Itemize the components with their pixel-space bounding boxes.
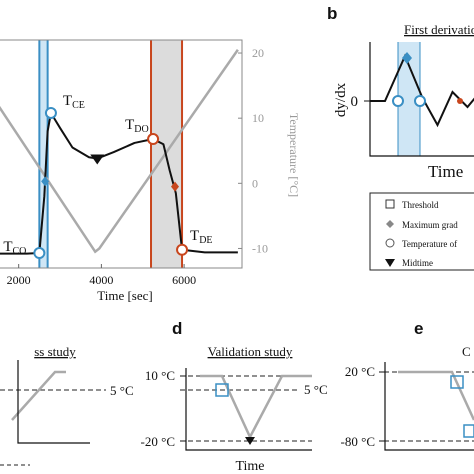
panel-c-temperature-series xyxy=(11,370,66,421)
panel-e-ytick-top-label: 20 °C xyxy=(345,364,375,379)
x-tick-label-2000: 2000 xyxy=(7,273,31,287)
panel-d: d Validation study 10 °C -20 °C 5 °C Tim… xyxy=(141,319,328,474)
panel-e-second-marker xyxy=(463,424,474,438)
panel-b-axes xyxy=(369,42,474,157)
signal-line xyxy=(0,111,238,255)
panel-d-axes xyxy=(185,368,312,451)
panel-a: TCO TCE TDO TDE 2000 4000 6000 20 10 0 -10 Time … xyxy=(0,39,301,303)
panel-letter-e: e xyxy=(414,319,423,338)
right-axis-ticks: 20 10 0 -10 xyxy=(238,46,268,255)
panel-letter-d: d xyxy=(172,319,182,338)
event-label-ce: TCE xyxy=(63,93,85,111)
panel-d-midtime-marker xyxy=(245,437,255,445)
legend-threshold-label: Threshold xyxy=(402,200,439,210)
panel-c-axes xyxy=(17,360,90,444)
panel-d-xlabel: Time xyxy=(235,459,264,474)
panel-d-temperature-series xyxy=(200,374,312,440)
x-axis-ticks: 2000 4000 6000 xyxy=(7,264,196,287)
event-label-do: TDO xyxy=(125,117,149,135)
event-band-0 xyxy=(39,40,48,268)
legend: Threshold Maximum grad Temperature of Mi… xyxy=(369,192,474,271)
event-marker-do xyxy=(147,133,160,146)
panel-b-ylabel: dy/dx xyxy=(333,82,349,117)
y2-tick-label-20: 20 xyxy=(252,46,264,60)
panel-d-ytick-top-label: 10 °C xyxy=(145,368,175,383)
panel-e: e C 20 °C -80 °C xyxy=(341,319,474,451)
panel-e-threshold-marker xyxy=(450,375,464,389)
panel-letter-b: b xyxy=(327,4,337,23)
legend-midtime-label: Midtime xyxy=(402,258,433,268)
event-marker-de xyxy=(176,243,189,256)
legend-max-gradient-label: Maximum grad xyxy=(402,220,458,230)
derivative-end-marker xyxy=(414,95,426,107)
panel-e-temperature-series xyxy=(398,370,474,421)
midtime-marker xyxy=(90,154,105,165)
panel-b-ytick-label: 0 xyxy=(351,94,359,110)
event-marker-ce xyxy=(44,106,57,119)
legend-threshold-icon xyxy=(385,199,395,209)
panel-e-ytick-bottom-label: -80 °C xyxy=(341,434,375,449)
panel-b-xlabel: Time xyxy=(428,162,463,181)
panel-e-axes xyxy=(384,362,474,451)
panel-d-ytick-bottom-label: -20 °C xyxy=(141,434,175,449)
x-tick-label-4000: 4000 xyxy=(89,273,113,287)
legend-midtime-icon xyxy=(385,259,395,267)
derivative-max-marker xyxy=(402,52,412,64)
max-gradient-marker-1 xyxy=(171,181,180,192)
derivative-next-marker xyxy=(457,98,463,104)
panel-b: b First derivatio 0 dy/dx Time xyxy=(327,4,474,181)
legend-temperature-label: Temperature of xyxy=(402,239,457,249)
panel-b-title: First derivatio xyxy=(404,22,474,37)
event-label-co: TCO xyxy=(3,239,26,257)
max-gradient-marker-0 xyxy=(41,176,50,187)
legend-temperature-icon xyxy=(385,238,395,248)
panel-a-frame xyxy=(0,39,243,269)
legend-max-gradient-icon xyxy=(386,220,394,228)
panel-e-title: C xyxy=(462,344,471,359)
derivative-series xyxy=(370,53,474,128)
signal-series xyxy=(0,111,238,255)
y2-tick-label-10: 10 xyxy=(252,111,264,125)
derivative-onset-marker xyxy=(392,95,404,107)
panel-c: ss study 5 °C xyxy=(0,344,134,466)
panel-c-threshold-label: 5 °C xyxy=(110,383,134,398)
right-axis-label: Temperature [°C] xyxy=(287,113,301,197)
panel-d-title: Validation study xyxy=(208,344,293,359)
panel-d-threshold-marker xyxy=(215,383,229,397)
x-axis-label: Time [sec] xyxy=(97,288,153,303)
event-marker-co xyxy=(33,247,46,260)
y2-tick-label-0: 0 xyxy=(252,176,258,190)
derivative-band xyxy=(398,42,420,156)
x-tick-label-6000: 6000 xyxy=(172,273,196,287)
panel-d-threshold-label: 5 °C xyxy=(304,382,328,397)
y2-tick-label--10: -10 xyxy=(252,241,268,255)
panel-c-title: ss study xyxy=(34,344,76,359)
event-label-de: TDE xyxy=(190,228,213,246)
